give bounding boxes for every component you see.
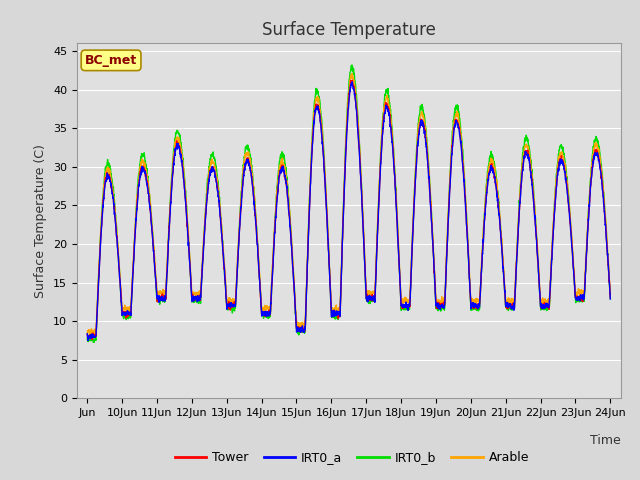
Legend: Tower, IRT0_a, IRT0_b, Arable: Tower, IRT0_a, IRT0_b, Arable [170, 446, 534, 469]
Text: Time: Time [590, 434, 621, 447]
Title: Surface Temperature: Surface Temperature [262, 21, 436, 39]
Text: BC_met: BC_met [85, 54, 137, 67]
Y-axis label: Surface Temperature (C): Surface Temperature (C) [35, 144, 47, 298]
